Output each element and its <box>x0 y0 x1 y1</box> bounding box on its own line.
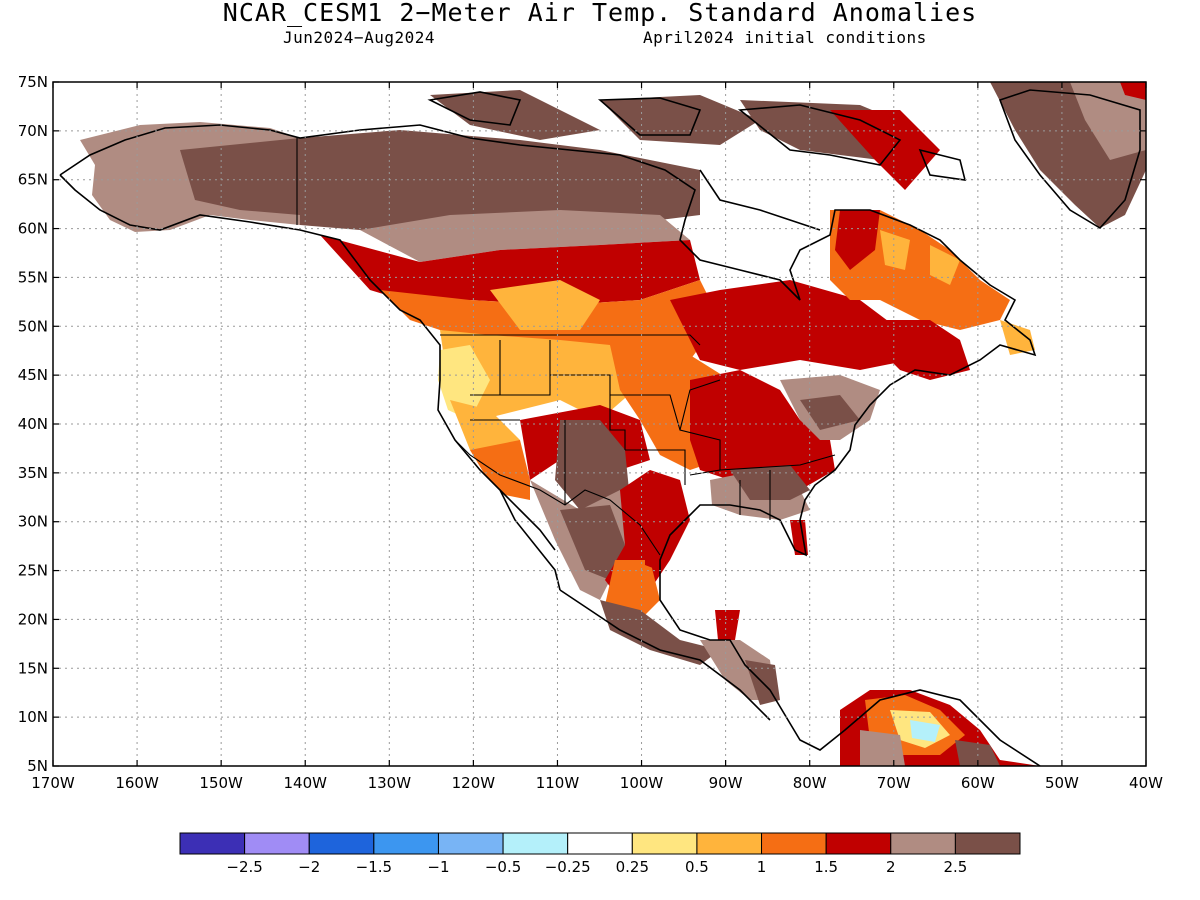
lat-label: 60N <box>18 220 48 238</box>
colorbar-label: 2 <box>886 858 896 876</box>
lat-label: 15N <box>18 659 48 677</box>
gridlines <box>53 82 1146 766</box>
colorbar-swatch <box>373 832 439 855</box>
lon-label: 80W <box>793 774 827 792</box>
colorbar-swatch <box>890 832 956 855</box>
lon-label: 120W <box>452 774 496 792</box>
lat-label: 70N <box>18 122 48 140</box>
colorbar-label: −2.5 <box>226 858 262 876</box>
lon-label: 130W <box>368 774 412 792</box>
colorbar <box>179 832 1021 855</box>
colorbar-labels: −2.5 −2 −1.5 −1 −0.5 −0.25 0.25 0.5 1 1.5 2 2.5 <box>226 858 967 876</box>
colorbar-swatch <box>308 832 375 855</box>
lon-label: 70W <box>877 774 911 792</box>
colorbar-label: 0.25 <box>616 858 649 876</box>
political-borders <box>296 138 836 556</box>
colorbar-label: 0.5 <box>685 858 709 876</box>
colorbar-swatch <box>631 832 698 855</box>
lat-label: 55N <box>18 268 48 286</box>
forecast-period: Jun2024−Aug2024 <box>283 28 435 47</box>
lon-label: 160W <box>115 774 159 792</box>
colorbar-label: −0.5 <box>485 858 521 876</box>
lat-label: 30N <box>18 513 48 531</box>
colorbar-swatch <box>502 832 569 855</box>
colorbar-swatch <box>179 832 246 855</box>
lon-label: 170W <box>31 774 75 792</box>
lon-label: 140W <box>283 774 327 792</box>
lon-label: 50W <box>1045 774 1079 792</box>
map-title: NCAR_CESM1 2−Meter Air Temp. Standard An… <box>222 0 978 27</box>
colorbar-swatch <box>567 832 633 855</box>
longitude-labels: 170W 160W 150W 140W 130W 120W 110W 100W 90W 80W 70… <box>31 774 1163 792</box>
colorbar-swatch <box>696 832 763 855</box>
initial-conditions: April2024 initial conditions <box>643 28 927 47</box>
lat-label: 50N <box>18 317 48 335</box>
lon-label: 110W <box>536 774 580 792</box>
lat-label: 65N <box>18 171 48 189</box>
colorbar-label: −1 <box>427 858 449 876</box>
colorbar-label: −0.25 <box>545 858 591 876</box>
colorbar-swatch <box>244 832 310 855</box>
axis-ticks <box>52 81 1147 767</box>
lat-label: 10N <box>18 708 48 726</box>
lon-label: 60W <box>961 774 995 792</box>
latitude-labels: 75N 70N 65N 60N 55N 50N 45N 40N 35N 30N 25N 20N 15N 1… <box>18 73 48 775</box>
lat-label: 25N <box>18 562 48 580</box>
colorbar-swatch <box>825 832 892 855</box>
colorbar-swatch <box>761 832 827 855</box>
lon-label: 90W <box>709 774 743 792</box>
colorbar-swatch <box>437 832 504 855</box>
colorbar-swatch <box>954 832 1021 855</box>
colorbar-label: 1 <box>757 858 767 876</box>
lat-label: 75N <box>18 73 48 91</box>
lat-label: 45N <box>18 366 48 384</box>
lat-label: 35N <box>18 464 48 482</box>
lon-label: 40W <box>1129 774 1163 792</box>
lon-label: 150W <box>199 774 243 792</box>
colorbar-label: 1.5 <box>814 858 838 876</box>
colorbar-label: −2 <box>298 858 320 876</box>
lon-label: 100W <box>620 774 664 792</box>
colorbar-label: −1.5 <box>356 858 392 876</box>
lat-label: 20N <box>18 610 48 628</box>
lat-label: 5N <box>27 757 48 775</box>
colorbar-label: 2.5 <box>943 858 967 876</box>
lat-label: 40N <box>18 415 48 433</box>
